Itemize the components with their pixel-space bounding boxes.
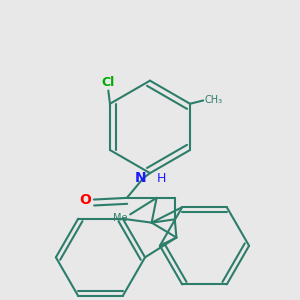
Text: H: H bbox=[157, 172, 166, 184]
Text: Cl: Cl bbox=[102, 76, 115, 89]
Text: CH₃: CH₃ bbox=[204, 95, 222, 106]
Text: O: O bbox=[80, 193, 92, 206]
Text: N: N bbox=[134, 171, 146, 185]
Text: Me: Me bbox=[113, 213, 127, 223]
